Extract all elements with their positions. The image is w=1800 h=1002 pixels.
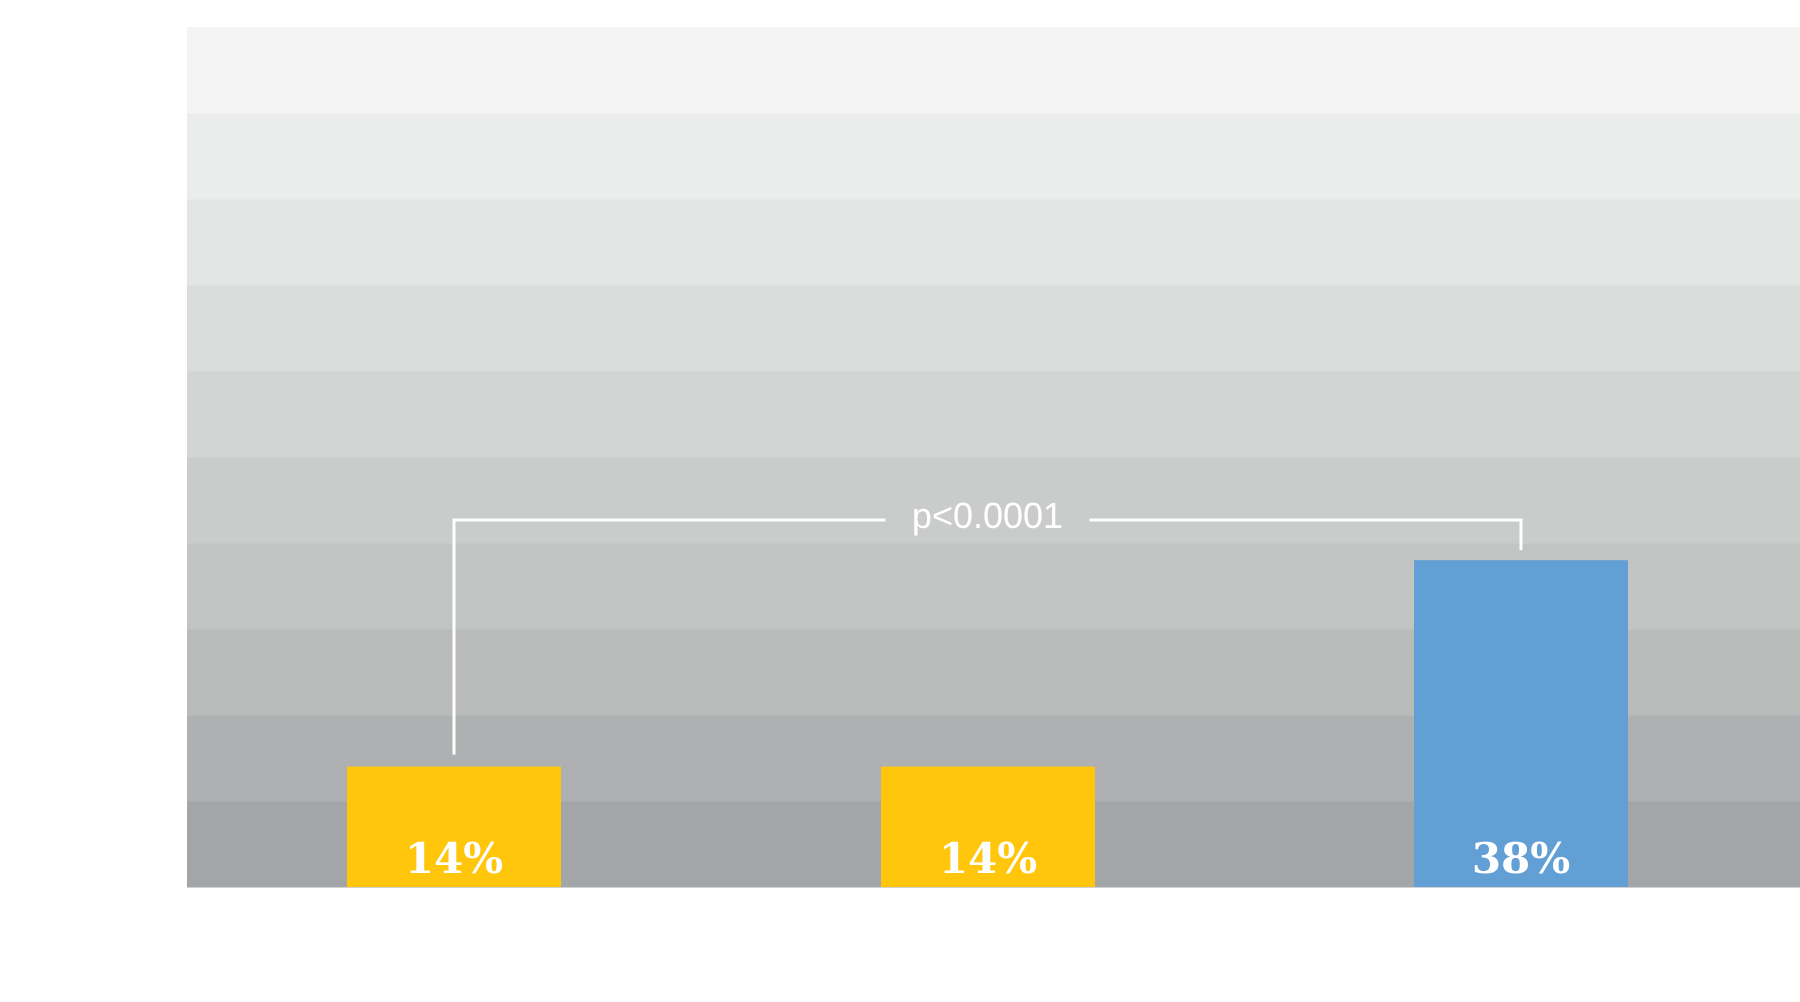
grid-band (187, 285, 1800, 372)
grid-band (187, 457, 1800, 544)
bar-value-labels: 14% 14% 38% (405, 834, 1570, 883)
grid-band (187, 27, 1800, 114)
bars-group (347, 560, 1628, 887)
significance-annotation: p<0.0001 (452, 495, 1523, 755)
bar (1414, 560, 1628, 887)
grid-band (187, 199, 1800, 286)
grid-band (187, 371, 1800, 458)
bar (881, 766, 1095, 887)
grid-band (187, 113, 1800, 200)
significance-bracket (452, 518, 1523, 755)
p-value-label: p<0.0001 (912, 495, 1063, 536)
bar-value-label: 14% (405, 834, 503, 883)
bar-value-label: 38% (1472, 834, 1570, 883)
bar-value-label: 14% (939, 834, 1037, 883)
bar (347, 766, 561, 887)
